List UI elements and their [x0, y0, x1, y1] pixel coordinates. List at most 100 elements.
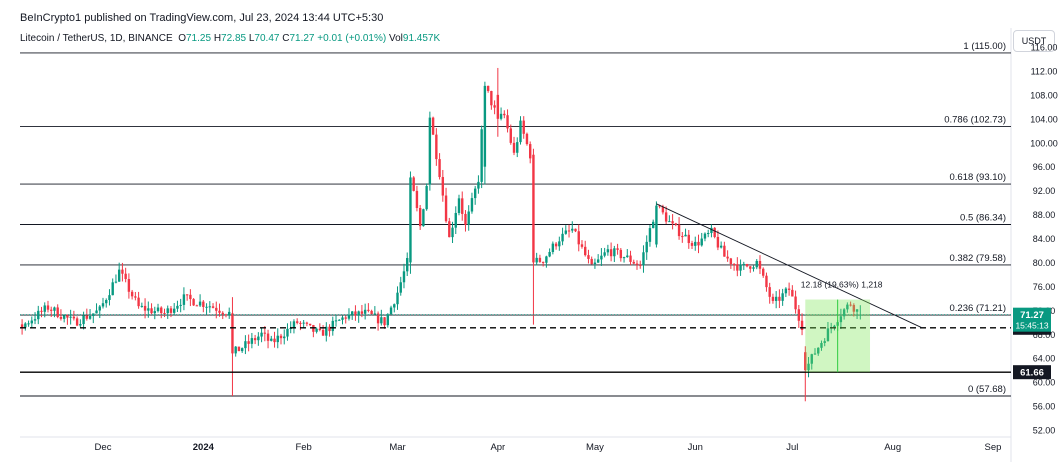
candle-body — [664, 212, 668, 222]
symbol-name[interactable]: Litecoin / TetherUS, 1D, BINANCE — [20, 33, 173, 44]
y-tick-label: 104.00 — [1030, 114, 1058, 124]
candle-body — [464, 213, 467, 225]
candle-body — [370, 310, 373, 315]
candle-body — [399, 282, 402, 293]
candle-body — [292, 321, 296, 329]
candle-body — [156, 307, 160, 312]
candle-body — [147, 308, 150, 311]
candle-body — [121, 269, 124, 274]
candle-body — [846, 304, 849, 310]
candle-body — [467, 211, 470, 225]
y-tick-label: 88.00 — [1033, 210, 1056, 220]
candle-body — [525, 133, 529, 145]
candle-body — [59, 316, 63, 319]
candle-body — [208, 306, 211, 308]
candle-body — [668, 221, 671, 223]
candle-body — [24, 323, 27, 328]
candle-body — [852, 304, 856, 312]
candle-body — [334, 320, 338, 322]
candle-body — [651, 221, 655, 229]
candle-body — [461, 198, 464, 214]
candle-body — [561, 233, 564, 242]
candle-body — [483, 85, 487, 167]
candle-body — [143, 305, 147, 311]
price-axis[interactable]: 52.0056.0060.0064.0068.0072.0076.0080.00… — [1013, 43, 1058, 436]
candle-body — [101, 303, 105, 307]
candle-body — [321, 329, 325, 336]
candle-body — [606, 249, 610, 253]
candle-body — [295, 321, 299, 323]
candle-body — [140, 305, 144, 307]
candle-body — [859, 314, 862, 316]
y-tick-label: 60.00 — [1033, 378, 1056, 388]
candle-body — [609, 249, 613, 257]
candle-body — [635, 263, 639, 265]
candle-body — [234, 346, 237, 354]
candle-body — [431, 117, 435, 135]
candle-body — [389, 307, 393, 315]
x-tick-label: Mar — [389, 442, 405, 453]
x-tick-label: Feb — [295, 442, 311, 453]
candle-body — [755, 260, 758, 268]
candle-body — [787, 288, 791, 290]
candle-body — [402, 271, 406, 283]
candle-body — [50, 309, 53, 311]
open-value: 71.25 — [186, 33, 212, 44]
candle-body — [253, 338, 257, 341]
fibonacci-levels: 1 (115.00) 0.786 (102.73) 0.618 (93.10) 0.5… — [20, 41, 1011, 397]
candle-body — [237, 346, 241, 352]
candle-body — [130, 291, 134, 297]
candle-body — [240, 348, 244, 352]
candle-body — [344, 317, 347, 319]
candles — [20, 67, 862, 402]
candle-body — [616, 248, 619, 250]
candle-body — [383, 317, 386, 326]
candle-body — [393, 304, 396, 308]
candle-body — [82, 315, 85, 325]
low-label: L — [248, 33, 255, 44]
candle-body — [613, 248, 616, 257]
candle-body — [79, 324, 82, 326]
candle-body — [163, 313, 166, 315]
candle-body — [124, 273, 127, 280]
candle-body — [75, 318, 79, 326]
candle-body — [173, 308, 176, 313]
candle-body — [512, 142, 516, 153]
candle-body — [545, 256, 548, 263]
candle-body — [490, 90, 493, 106]
candle-body — [477, 181, 480, 189]
candle-body — [318, 328, 322, 330]
candle-body — [729, 258, 733, 265]
candle-body — [593, 262, 597, 265]
last-price-label: 71.27 — [1020, 310, 1044, 321]
candle-body — [817, 347, 820, 354]
candle-body — [192, 299, 195, 306]
candle-body — [645, 241, 648, 253]
candle-body — [244, 341, 247, 349]
candle-body — [88, 316, 92, 319]
candle-body — [509, 128, 512, 143]
currency-button[interactable]: USDT — [1013, 30, 1055, 52]
candle-body — [768, 287, 771, 297]
y-tick-label: 56.00 — [1033, 402, 1056, 412]
candle-body — [98, 306, 101, 311]
candle-body — [700, 238, 703, 246]
candle-body — [703, 233, 707, 239]
candle-body — [166, 308, 169, 314]
close-label: C — [282, 33, 290, 44]
candle-body — [470, 198, 474, 212]
candle-body — [732, 264, 736, 266]
fib-level-label: 0.5 (86.34) — [960, 212, 1006, 223]
candle-body — [622, 257, 626, 259]
candle-body — [684, 234, 687, 237]
candle-body — [179, 304, 182, 306]
candle-body — [600, 255, 603, 260]
candle-body — [376, 313, 380, 324]
y-tick-label: 100.00 — [1030, 138, 1058, 148]
candle-body — [315, 328, 318, 332]
candle-body — [92, 313, 95, 317]
time-axis[interactable]: Dec 2024 Feb Mar Apr May Jun Jul Aug Sep — [95, 442, 1002, 453]
candle-body — [396, 292, 399, 305]
candle-body — [415, 190, 419, 209]
